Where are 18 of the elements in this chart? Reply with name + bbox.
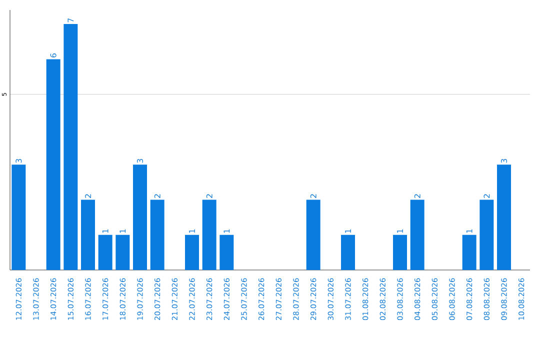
bar xyxy=(12,164,26,270)
bar xyxy=(116,234,130,270)
bar xyxy=(133,164,147,270)
bar xyxy=(98,234,112,270)
bar xyxy=(480,200,494,270)
bar xyxy=(497,164,512,270)
bar xyxy=(410,200,424,270)
bar xyxy=(306,200,320,270)
bar xyxy=(64,24,78,270)
bar xyxy=(341,234,356,270)
bar xyxy=(185,234,199,270)
bar xyxy=(81,200,95,270)
bar xyxy=(202,200,216,270)
bar xyxy=(150,200,164,270)
bar xyxy=(393,234,408,270)
bar xyxy=(462,234,476,270)
bar xyxy=(220,234,234,270)
bar xyxy=(46,59,60,270)
